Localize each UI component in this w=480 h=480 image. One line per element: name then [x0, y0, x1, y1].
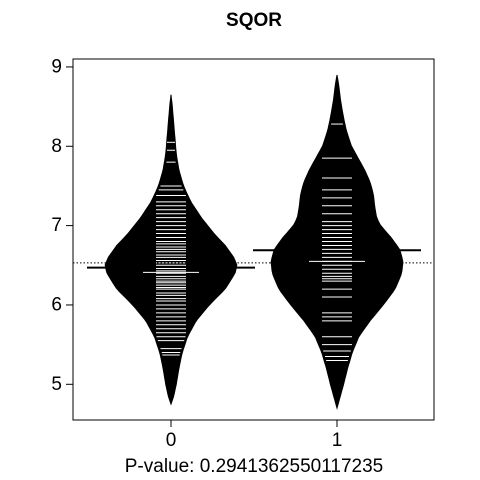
bean-1 — [253, 74, 421, 410]
x-tick-label: 1 — [332, 430, 343, 451]
y-tick-label: 6 — [51, 294, 62, 315]
plot-frame-layer — [72, 58, 435, 421]
plot-box — [72, 58, 435, 421]
chart-title: SQOR — [226, 10, 282, 31]
y-tick-label: 7 — [51, 215, 62, 236]
beans-layer — [87, 74, 421, 410]
y-tick-label: 8 — [51, 136, 62, 157]
x-tick-label: 0 — [166, 430, 177, 451]
y-axis: 5 6 7 8 9 — [51, 56, 73, 395]
y-tick-label: 5 — [51, 374, 62, 395]
bean-0 — [87, 94, 255, 406]
x-axis-label: P-value: 0.2941362550117235 — [125, 456, 384, 477]
y-tick-label: 9 — [51, 56, 62, 77]
